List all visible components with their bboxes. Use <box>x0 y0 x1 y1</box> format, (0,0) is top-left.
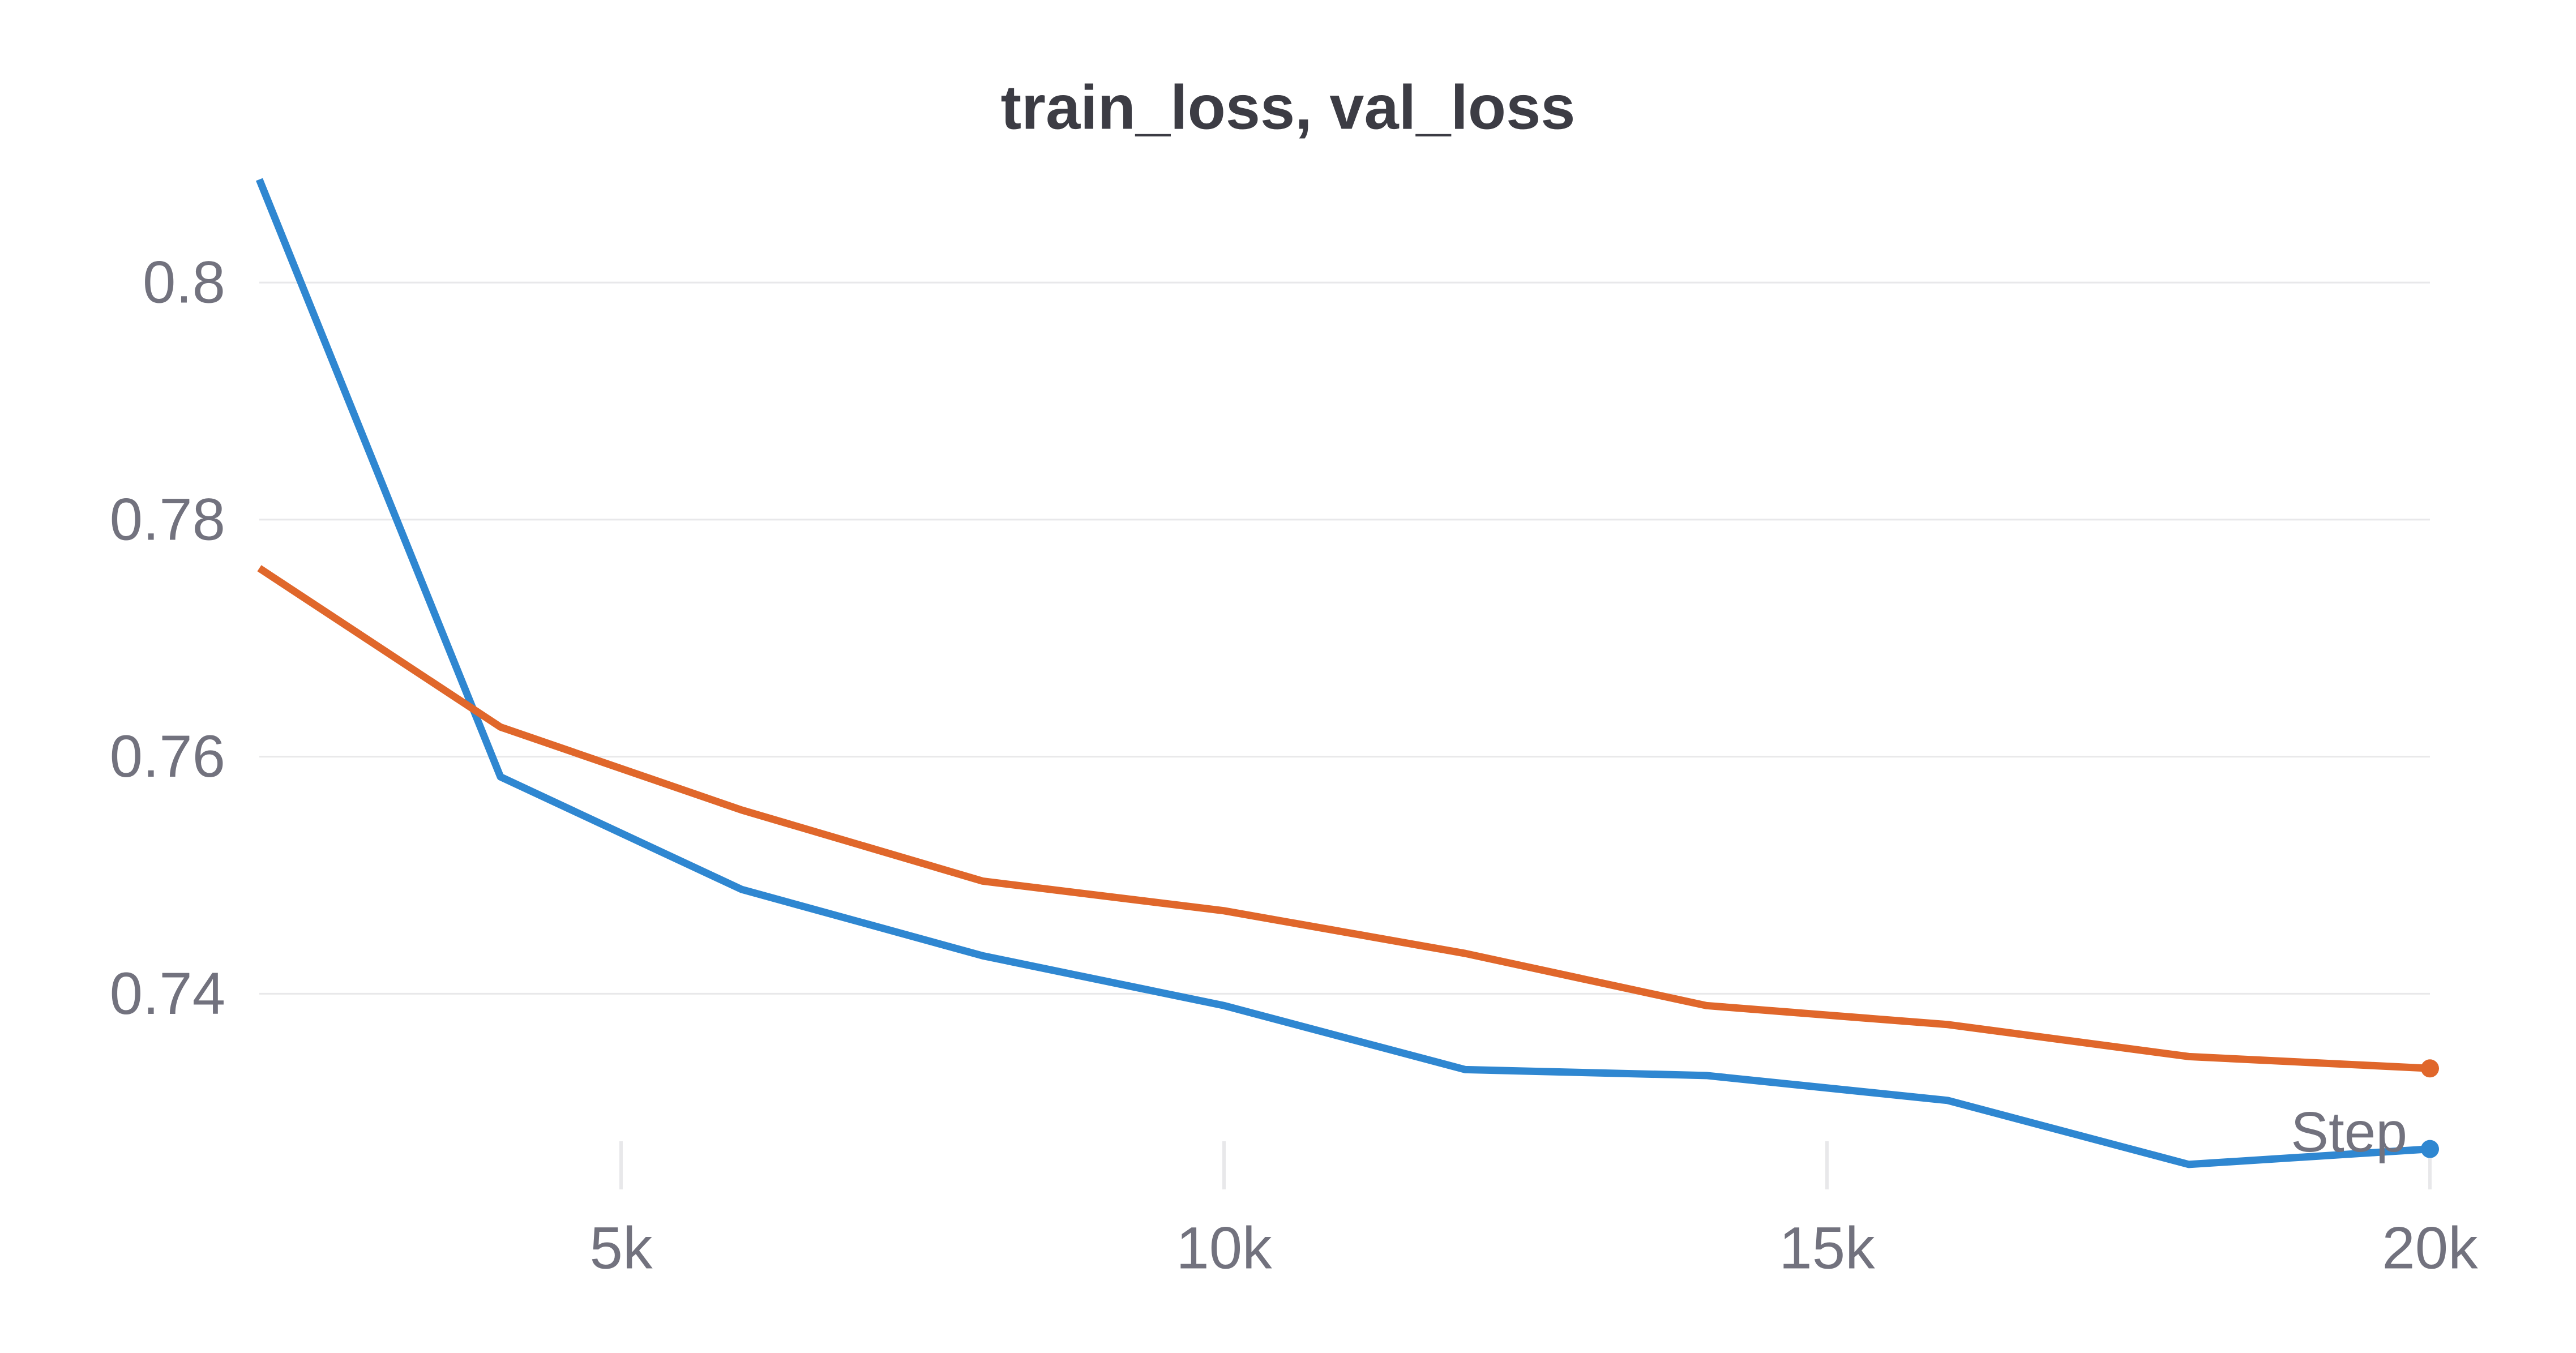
x-axis-title: Step <box>2291 1101 2407 1164</box>
y-tick-label: 0.8 <box>143 250 225 316</box>
x-tick-label: 10k <box>1176 1215 1272 1282</box>
y-tick-label: 0.78 <box>110 486 225 553</box>
x-tick-label: 20k <box>2382 1215 2478 1282</box>
x-axis-ticks <box>619 1141 2432 1189</box>
chart-title: train_loss, val_loss <box>1001 73 1576 143</box>
x-tick-label: 5k <box>590 1215 653 1282</box>
y-tick-label: 0.74 <box>110 961 225 1027</box>
val_loss-line <box>257 565 2430 1072</box>
y-tick-label: 0.76 <box>110 723 225 790</box>
train_loss-endpoint-dot <box>2421 1140 2439 1158</box>
val_loss-endpoint-dot <box>2421 1059 2439 1078</box>
train_loss-line <box>255 178 2430 1168</box>
gridlines <box>259 281 2430 995</box>
y-axis-tick-labels: 0.8 0.78 0.76 0.74 <box>110 250 225 1027</box>
series-lines <box>255 178 2439 1168</box>
x-axis-tick-labels: 5k 10k 15k 20k <box>590 1215 2479 1282</box>
x-tick-label: 15k <box>1779 1215 1875 1282</box>
